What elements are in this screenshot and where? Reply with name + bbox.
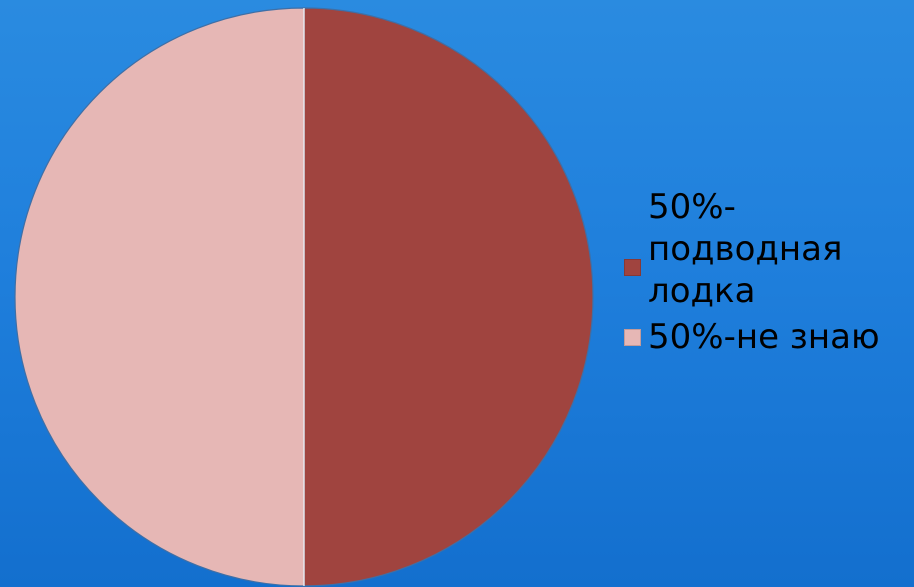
legend-label-submarine: 50%- подводная лодка	[648, 187, 843, 311]
legend-label-dont-know: 50%-не знаю	[648, 317, 880, 357]
legend-swatch-dont-know	[624, 329, 641, 346]
pie-slice-submarine	[303, 7, 594, 587]
legend-item-dont-know: 50%-не знаю	[622, 316, 914, 358]
legend-swatch-submarine	[624, 259, 641, 276]
legend: 50%- подводная лодка 50%-не знаю	[622, 186, 914, 358]
legend-item-submarine: 50%- подводная лодка	[622, 186, 914, 312]
pie-slice-dont-know	[14, 7, 305, 587]
